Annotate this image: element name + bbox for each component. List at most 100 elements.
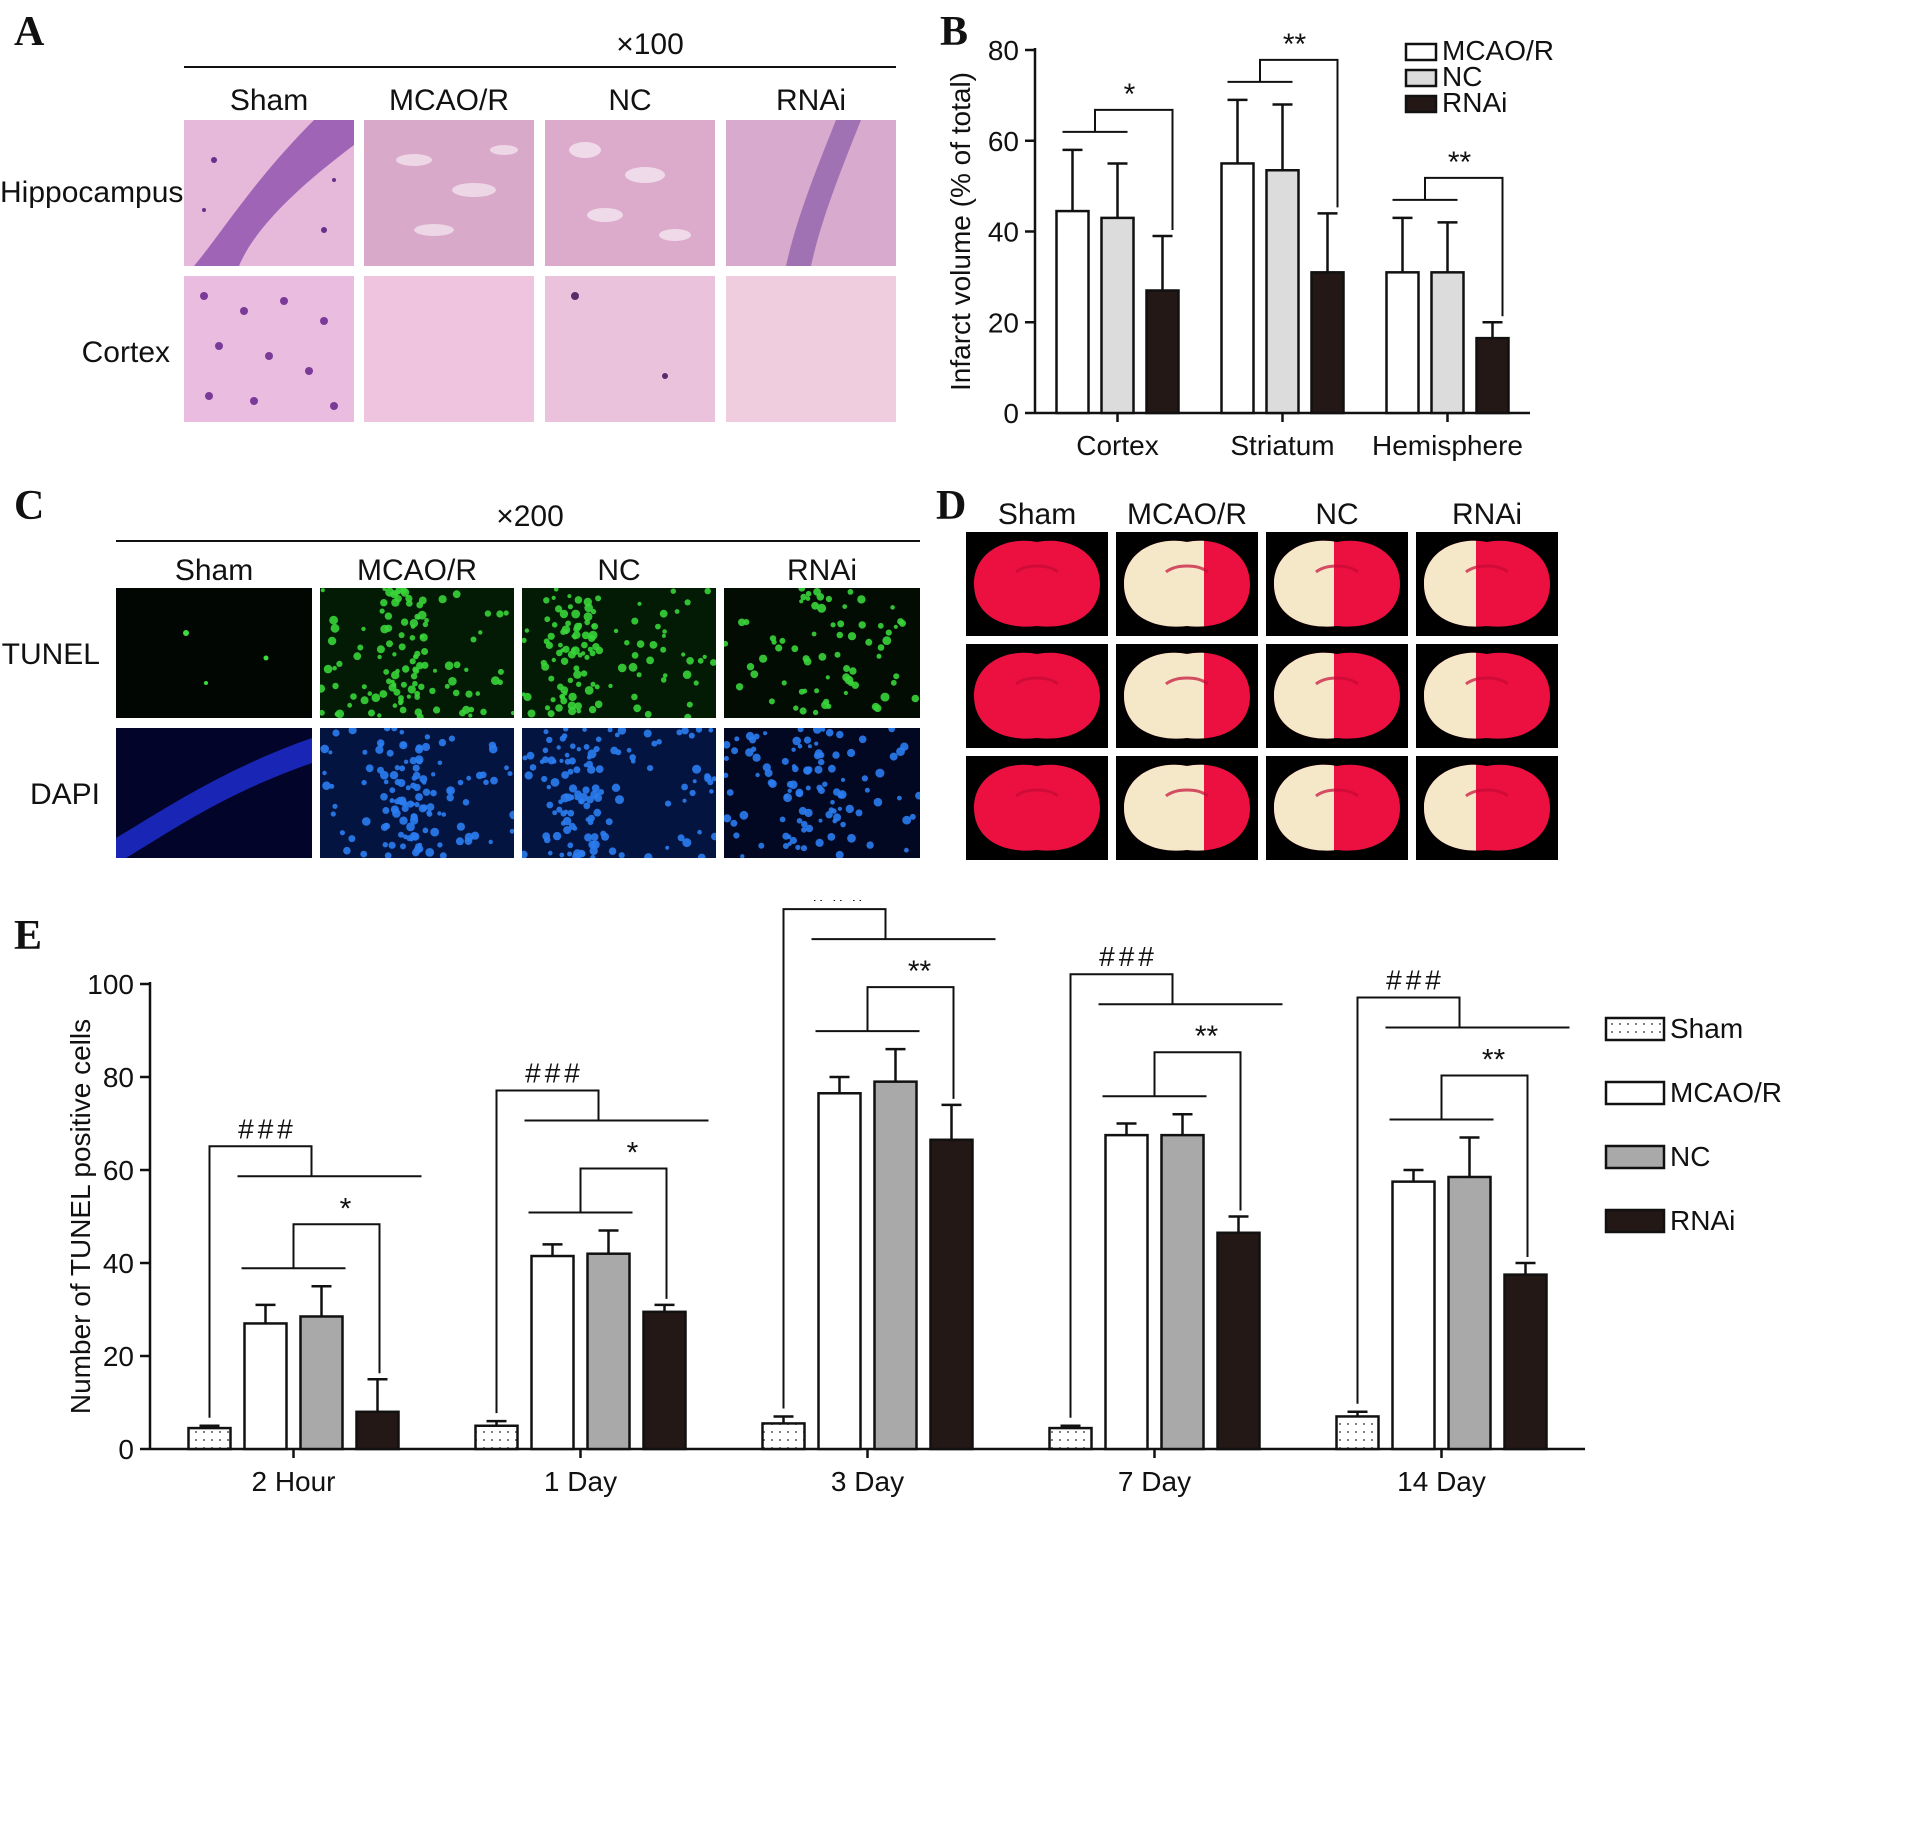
ttc-slice — [1416, 756, 1558, 860]
panel-letter-d: D — [936, 483, 967, 529]
panel-a-row-hippocampus: Hippocampus — [0, 176, 184, 209]
bar — [1310, 271, 1345, 415]
significance-mark: ** — [908, 955, 932, 988]
panel-c-col-rnai: RNAi — [786, 554, 857, 587]
ttc-slice — [1266, 644, 1408, 748]
y-tick-label: 80 — [103, 1062, 134, 1093]
bar — [1385, 271, 1420, 415]
bar — [1104, 1133, 1149, 1451]
legend-label: RNAi — [1670, 1205, 1735, 1236]
bar — [1335, 1415, 1380, 1451]
bracket — [1069, 973, 1174, 1418]
legend-swatch — [1404, 94, 1438, 114]
bar — [642, 1310, 687, 1451]
bracket — [208, 1145, 313, 1418]
bar — [929, 1138, 974, 1451]
bracket — [1440, 1074, 1529, 1257]
bar — [1220, 162, 1255, 415]
significance-mark: ** — [1283, 28, 1307, 61]
he-hippocampus-mcaor — [364, 120, 534, 266]
x-tick-label: Hemisphere — [1372, 430, 1523, 461]
y-tick-label: 0 — [118, 1434, 134, 1465]
bracket — [782, 908, 887, 1409]
bracket — [495, 1089, 600, 1414]
x-tick-label: 1 Day — [544, 1466, 617, 1497]
significance-mark: ** — [1448, 146, 1472, 179]
significance-mark: ** — [1482, 1043, 1506, 1076]
x-tick-label: 2 Hour — [251, 1466, 335, 1497]
panel-c-row-tunel: TUNEL — [1, 638, 100, 671]
panel-letter-e: E — [14, 913, 43, 959]
legend-swatch — [1604, 1016, 1666, 1042]
x-tick-label: 3 Day — [831, 1466, 904, 1497]
panel-c-row-dapi: DAPI — [29, 778, 100, 811]
ttc-slice — [966, 756, 1108, 860]
ttc-slice — [1116, 532, 1258, 636]
x-tick-label: 14 Day — [1397, 1466, 1486, 1497]
bar — [586, 1252, 631, 1451]
bracket — [1153, 1051, 1242, 1211]
y-tick-label: 100 — [87, 969, 134, 1000]
he-hippocampus-nc — [545, 120, 715, 266]
y-tick-label: 60 — [988, 126, 1019, 157]
ttc-slice — [1266, 532, 1408, 636]
tunel-nc — [522, 588, 716, 718]
legend-swatch — [1404, 42, 1438, 62]
panel-c-col-nc: NC — [597, 554, 641, 587]
y-tick-label: 80 — [988, 35, 1019, 66]
chart-b-infarct-volume: 0 20 40 60 80 Infarct volume (% of total) Cort… — [945, 28, 1554, 461]
bracket — [1424, 176, 1504, 317]
panel-a-magnification: ×100 — [616, 28, 684, 61]
bar — [761, 1422, 806, 1451]
he-cortex-sham — [184, 276, 354, 422]
legend-swatch — [1404, 68, 1438, 88]
bar — [530, 1254, 575, 1451]
legend-label: RNAi — [1442, 87, 1507, 118]
hash-mark: ### — [525, 1057, 584, 1088]
panel-c-magnification: ×200 — [496, 500, 564, 533]
bracket — [1356, 996, 1461, 1404]
panel-letter-b: B — [940, 9, 969, 55]
bar — [299, 1315, 344, 1451]
panel-a-col-nc: NC — [608, 84, 652, 117]
panel-a-col-rnai: RNAi — [775, 84, 846, 117]
panel-letter-c: C — [14, 483, 45, 529]
significance-mark: ** — [1195, 1020, 1219, 1053]
bar — [1160, 1133, 1205, 1451]
y-tick-label: 40 — [103, 1248, 134, 1279]
significance-mark: * — [1124, 78, 1136, 111]
panel-a-header-rule — [184, 66, 896, 68]
hash-mark: ### — [1099, 941, 1158, 972]
panel-c-col-sham: Sham — [174, 554, 254, 587]
panel-a-col-mcaor: MCAO/R — [389, 84, 509, 117]
bar — [187, 1426, 232, 1451]
bar — [1055, 209, 1090, 415]
chart-e-tunel-positive-cells: 0 20 40 60 80 100 Number of TUNEL positive cel… — [65, 900, 1782, 1497]
y-tick-label: 20 — [988, 307, 1019, 338]
panel-c-header-rule — [116, 540, 920, 542]
y-axis-label: Number of TUNEL positive cells — [65, 1019, 96, 1414]
hash-mark: ### — [812, 900, 871, 907]
bar — [817, 1092, 862, 1451]
he-cortex-nc — [545, 276, 715, 422]
bar — [1048, 1426, 1093, 1451]
legend-swatch — [1604, 1080, 1666, 1106]
panel-letter-a: A — [14, 9, 45, 55]
ttc-slice — [1116, 644, 1258, 748]
legend-label: MCAO/R — [1442, 35, 1554, 66]
bar — [1145, 289, 1180, 415]
panel-a-row-cortex: Cortex — [81, 336, 170, 369]
y-axis-label: Infarct volume (% of total) — [945, 72, 976, 391]
legend-swatch — [1604, 1144, 1666, 1170]
y-tick-label: 40 — [988, 217, 1019, 248]
significance-mark: * — [340, 1192, 352, 1225]
he-cortex-mcaor — [364, 276, 534, 422]
y-tick-label: 20 — [103, 1341, 134, 1372]
bar — [1265, 168, 1300, 415]
legend-label: MCAO/R — [1670, 1077, 1782, 1108]
tunel-sham — [116, 588, 312, 718]
bar — [1475, 336, 1510, 415]
dapi-sham — [116, 728, 312, 858]
x-tick-label: 7 Day — [1118, 1466, 1191, 1497]
x-tick-label: Cortex — [1076, 430, 1158, 461]
